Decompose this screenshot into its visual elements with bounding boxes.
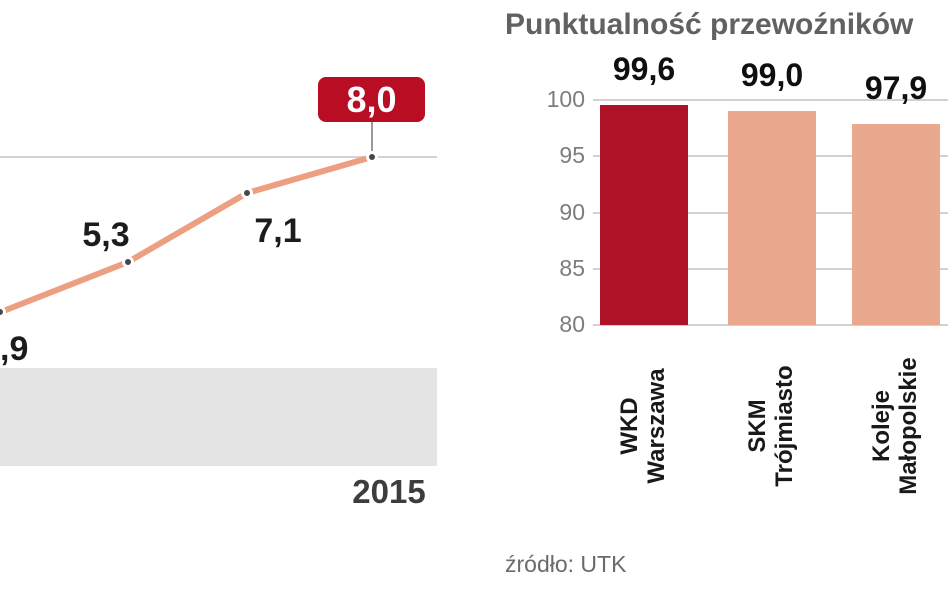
x-axis-band xyxy=(0,368,437,466)
y-gridline xyxy=(593,324,948,326)
source-note: źródło: UTK xyxy=(505,551,627,577)
bar-chart-title: Punktualność przewoźników xyxy=(505,8,914,41)
bar-value-label: 97,9 xyxy=(864,69,928,106)
trend-line xyxy=(0,154,375,316)
y-tick-label: 85 xyxy=(559,254,585,281)
y-gridline xyxy=(593,99,948,101)
y-tick-label: 90 xyxy=(559,198,585,225)
bar-value-label: 99,6 xyxy=(612,50,676,87)
data-point-marker xyxy=(366,151,378,163)
bar xyxy=(600,104,688,325)
point-label: 7,1 xyxy=(254,212,302,250)
bar xyxy=(728,111,816,325)
data-point-marker xyxy=(241,187,253,199)
bar xyxy=(852,123,940,325)
data-point-marker xyxy=(0,306,6,318)
line-plot xyxy=(0,122,437,318)
y-tick-label: 80 xyxy=(559,311,585,337)
y-tick-label: 95 xyxy=(559,142,585,169)
y-tick-label: 100 xyxy=(546,86,585,112)
value-badge: 8,0 xyxy=(318,77,425,122)
point-label: ,9 xyxy=(0,330,29,368)
line-chart: ,9 5,3 7,1 8,0 2015 xyxy=(0,0,448,593)
bar-category-label: WKD Warszawa xyxy=(616,368,670,484)
bar-value-label: 99,0 xyxy=(740,57,804,94)
point-label: 5,3 xyxy=(82,216,130,254)
bar-category-label: SKM Trójmiasto xyxy=(744,365,798,487)
bar-category-label: Koleje Małopolskie xyxy=(868,357,922,495)
x-axis-label: 2015 xyxy=(352,473,426,510)
data-point-marker xyxy=(122,256,134,268)
